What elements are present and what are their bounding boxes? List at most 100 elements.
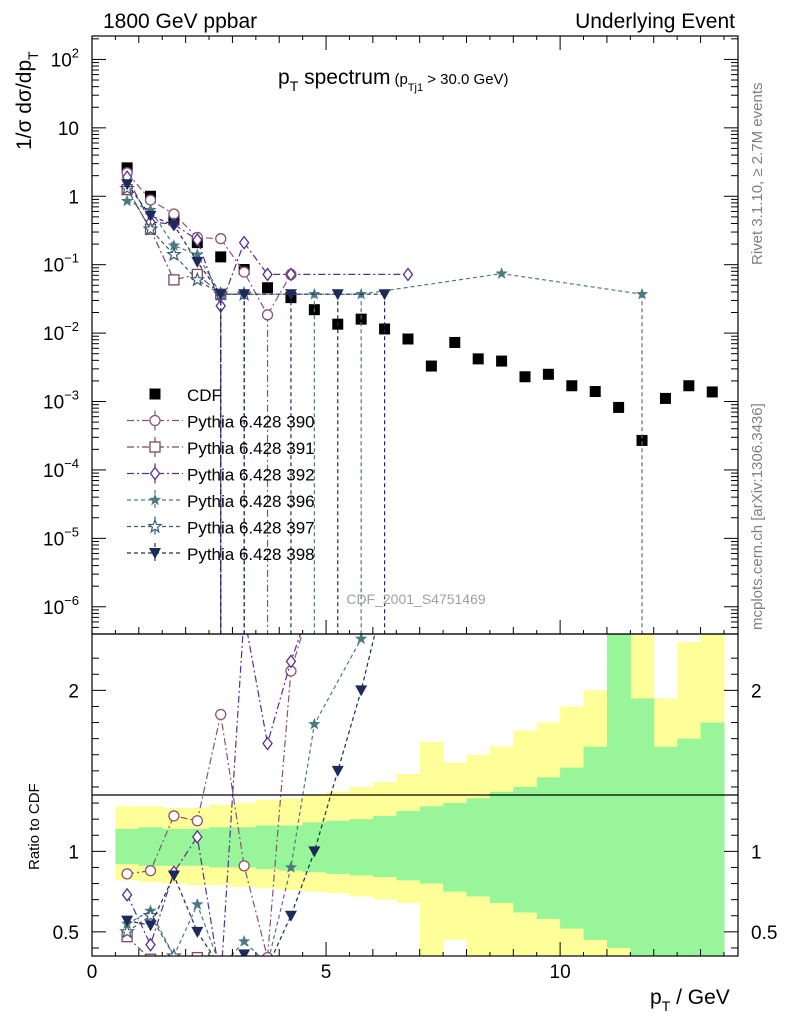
inner-band-bin — [606, 634, 631, 948]
ratio-point — [167, 870, 180, 882]
legend-label: Pythia 6.428 391 — [187, 439, 315, 458]
data-point — [142, 220, 159, 236]
ratio-panel-frame — [91, 633, 739, 957]
legend-marker — [147, 518, 163, 534]
legend-entry-pythia-6-428-396: Pythia 6.428 396 — [127, 490, 315, 511]
ratio-y-tick-label-right: 1 — [751, 842, 762, 863]
ratio-point — [121, 868, 133, 880]
legend-label: Pythia 6.428 392 — [187, 466, 315, 485]
inner-band-bin — [162, 828, 187, 866]
inner-band-bin — [279, 825, 304, 871]
inner-band-bin — [513, 786, 538, 913]
analysis-id-watermark: CDF_2001_S4751469 — [346, 591, 486, 607]
y-tick-exponent: −3 — [64, 388, 79, 403]
data-point — [519, 371, 531, 383]
series-pythia-6-428-392 — [121, 170, 414, 634]
ratio-point — [262, 736, 273, 751]
ratio-point — [215, 961, 227, 973]
y-tick-base: 10 — [43, 324, 64, 345]
data-point — [261, 309, 274, 321]
data-point — [262, 282, 274, 294]
legend: CDF Pythia 6.428 390 Pythia 6.428 391 Pythi… — [127, 386, 315, 564]
data-point — [659, 392, 671, 404]
legend-label: Pythia 6.428 390 — [187, 413, 315, 432]
y-tick-label: 10−6 — [43, 593, 79, 619]
ratio-point — [166, 947, 182, 956]
y-tick-base: 10 — [43, 256, 64, 277]
inner-band-bin — [255, 825, 280, 870]
y-tick-base: 10 — [43, 461, 64, 482]
data-point — [238, 235, 250, 250]
y-tick-exponent: −6 — [64, 593, 79, 608]
data-point — [379, 323, 391, 335]
inner-band-bin — [560, 767, 585, 929]
ratio-line — [126, 914, 176, 956]
ratio-uncertainty-bands — [115, 634, 725, 956]
data-point — [683, 380, 695, 392]
series-line — [126, 188, 245, 295]
title-cut-subscript: Tj1 — [408, 82, 423, 94]
main-y-axis-label: 1/σ dσ/dpT — [13, 51, 41, 150]
inner-band-bin — [326, 820, 350, 874]
data-point — [166, 246, 182, 262]
ratio-point — [168, 810, 180, 822]
legend-label: Pythia 6.428 398 — [187, 545, 315, 564]
legend-marker — [149, 466, 161, 481]
data-point — [191, 256, 204, 268]
data-point — [402, 267, 414, 282]
y-tick-base: 10 — [43, 393, 64, 414]
inner-band-bin — [209, 827, 233, 868]
data-point — [496, 355, 508, 367]
ratio-point — [262, 962, 274, 973]
ratio-point — [355, 685, 368, 697]
legend-label: Pythia 6.428 397 — [187, 519, 315, 538]
ratio-series-pythia-6-428-390 — [121, 634, 303, 956]
x-label-symbol: p — [650, 986, 662, 1009]
data-point — [192, 232, 203, 248]
data-point — [331, 289, 344, 301]
data-point — [613, 401, 625, 413]
ratio-y-tick-label-right: 0.5 — [751, 923, 777, 944]
y-tick-base: 10 — [43, 529, 64, 550]
data-point — [191, 248, 204, 260]
header-right-text: Underlying Event — [575, 10, 735, 33]
data-point — [449, 336, 461, 348]
y-tick-label: 10−2 — [43, 319, 79, 345]
ratio-series-pythia-6-428-396 — [120, 634, 368, 973]
data-point — [238, 289, 251, 301]
inner-band-bin — [536, 777, 561, 919]
y-tick-label: 10−4 — [43, 456, 79, 482]
ratio-line — [126, 634, 302, 956]
y-tick-exponent: −5 — [64, 524, 79, 539]
ratio-point — [308, 846, 321, 858]
inner-band-bin — [185, 828, 210, 866]
ratio-series-pythia-6-428-391 — [121, 931, 203, 956]
data-point — [215, 233, 227, 245]
x-tick-label: 10 — [550, 962, 571, 983]
ratio-point — [215, 962, 227, 973]
inner-band-bin — [700, 722, 725, 956]
legend-entry-pythia-6-428-397: Pythia 6.428 397 — [127, 516, 315, 538]
ratio-y-tick-label: 0.5 — [53, 923, 79, 944]
inner-band-bin — [466, 798, 491, 897]
ratio-y-tick-label: 1 — [68, 842, 79, 863]
ratio-point — [331, 765, 344, 777]
legend-marker — [149, 388, 161, 400]
data-point — [706, 386, 718, 398]
data-point — [215, 251, 227, 263]
data-point — [167, 239, 181, 251]
data-point — [285, 267, 297, 282]
ratio-point — [285, 654, 297, 669]
legend-entry-cdf: CDF — [149, 386, 222, 405]
data-point — [144, 203, 157, 216]
legend-marker — [149, 441, 161, 453]
x-label-subscript: T — [662, 998, 671, 1014]
legend-marker — [149, 414, 161, 427]
data-point — [589, 386, 601, 398]
data-point — [144, 210, 157, 222]
ratio-y-axis-label: Ratio to CDF — [26, 783, 43, 870]
y-tick-label: 10 — [58, 119, 79, 140]
ratio-series-pythia-6-428-398 — [121, 634, 376, 973]
panel-frames — [91, 35, 739, 957]
